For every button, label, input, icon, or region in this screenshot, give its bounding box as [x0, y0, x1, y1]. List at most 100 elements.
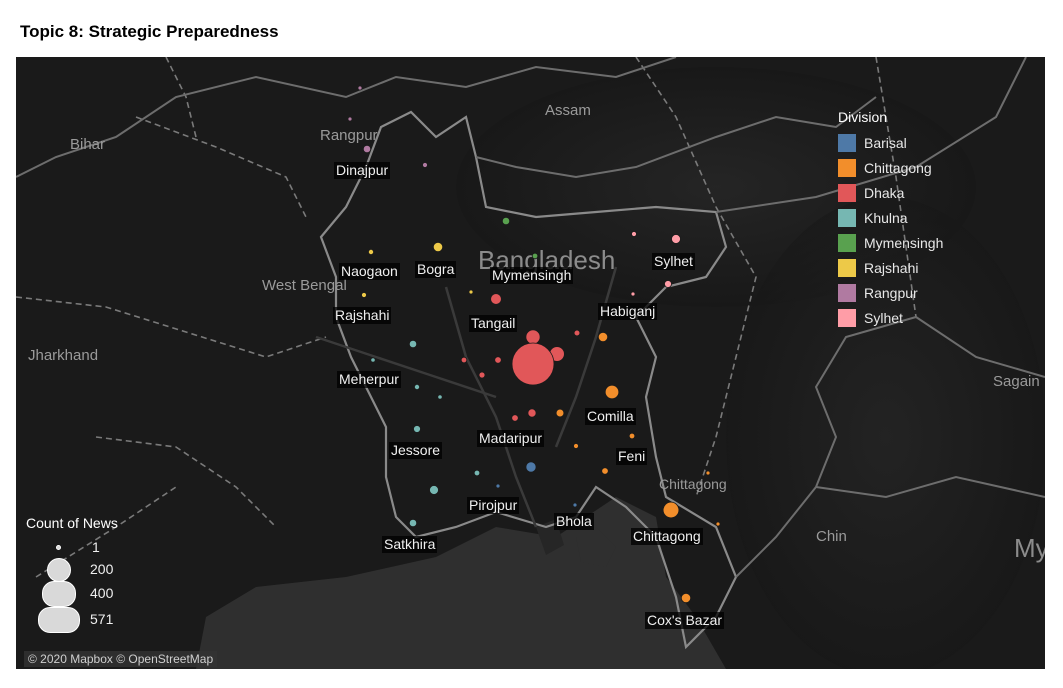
news-point-rajshahi[interactable] — [367, 248, 374, 255]
news-point-rangpur[interactable] — [422, 162, 428, 168]
legend-label: Sylhet — [864, 309, 903, 326]
news-point-khulna[interactable] — [370, 357, 376, 363]
news-point-sylhet[interactable] — [630, 291, 636, 297]
news-point-chittagong[interactable] — [573, 443, 579, 449]
legend-label: Barisal — [864, 134, 907, 151]
size-legend-circle — [38, 607, 80, 633]
city-label: Mymensingh — [490, 267, 574, 284]
news-point-barisal[interactable] — [572, 502, 578, 508]
city-label: Sylhet — [652, 253, 695, 270]
legend-item-barisal[interactable]: Barisal — [838, 130, 998, 155]
legend-swatch — [838, 233, 856, 252]
city-label: Comilla — [585, 408, 636, 425]
legend-swatch — [838, 133, 856, 152]
page-title: Topic 8: Strategic Preparedness — [20, 22, 279, 41]
news-point-khulna[interactable] — [473, 469, 481, 477]
news-point-rajshahi[interactable] — [361, 292, 367, 298]
news-point-rajshahi[interactable] — [432, 241, 444, 253]
news-point-chittagong[interactable] — [601, 467, 609, 475]
news-point-dhaka[interactable] — [494, 356, 502, 364]
size-legend-circle — [47, 558, 71, 582]
news-point-khulna[interactable] — [413, 383, 420, 390]
size-legend-title: Count of News — [26, 515, 118, 531]
news-point-rangpur[interactable] — [347, 116, 353, 122]
city-label: Chittagong — [631, 528, 703, 545]
legend-title: Division — [838, 109, 888, 125]
city-label: Habiganj — [598, 303, 658, 320]
city-label: Rajshahi — [333, 307, 392, 324]
legend-item-rangpur[interactable]: Rangpur — [838, 280, 998, 305]
legend-swatch — [838, 308, 856, 327]
legend-item-dhaka[interactable]: Dhaka — [838, 180, 998, 205]
news-point-barisal[interactable] — [495, 483, 501, 489]
news-point-dhaka[interactable] — [527, 408, 537, 418]
legend-label: Rangpur — [864, 284, 918, 301]
legend-swatch — [838, 183, 856, 202]
news-point-khulna[interactable] — [437, 394, 443, 400]
news-point-mymensingh[interactable] — [531, 252, 539, 260]
news-point-sylhet[interactable] — [671, 234, 681, 244]
news-point-chittagong[interactable] — [604, 384, 620, 400]
news-point-barisal[interactable] — [525, 461, 537, 473]
news-point-sylhet[interactable] — [664, 280, 672, 288]
map-canvas[interactable]: Bihar Assam West Bengal Jharkhand Chin S… — [16, 57, 1045, 669]
size-legend-circle — [42, 581, 76, 607]
size-legend-value: 571 — [90, 611, 114, 627]
city-label: Satkhira — [382, 536, 438, 553]
legend-swatch — [838, 258, 856, 277]
news-point-rangpur[interactable] — [357, 85, 363, 91]
news-point-chittagong[interactable] — [628, 432, 636, 440]
city-label: Chittagong — [659, 476, 727, 492]
division-legend: Division Barisal Chittagong Dhaka Khulna Mym… — [838, 109, 998, 330]
news-point-chittagong[interactable] — [662, 501, 680, 519]
news-point-chittagong[interactable] — [680, 592, 692, 604]
news-point-chittagong[interactable] — [715, 521, 721, 527]
news-point-dhaka[interactable] — [573, 329, 581, 337]
legend-item-khulna[interactable]: Khulna — [838, 205, 998, 230]
region-label: Assam — [545, 102, 591, 119]
city-label: Rangpur — [320, 127, 378, 144]
legend-item-chittagong[interactable]: Chittagong — [838, 155, 998, 180]
legend-swatch — [838, 283, 856, 302]
legend-label: Mymensingh — [864, 234, 944, 251]
region-label: Jharkhand — [28, 347, 99, 364]
news-point-rajshahi[interactable] — [468, 289, 474, 295]
city-label: Jessore — [389, 442, 443, 459]
news-point-dhaka[interactable] — [511, 414, 519, 422]
legend-label: Dhaka — [864, 184, 905, 201]
legend-label: Khulna — [864, 209, 908, 226]
news-point-dhaka[interactable] — [478, 371, 486, 379]
news-point-dhaka[interactable] — [525, 329, 541, 345]
legend-label: Chittagong — [864, 159, 932, 176]
region-label: Sagain — [993, 373, 1040, 390]
size-legend-value: 1 — [92, 539, 100, 555]
map-attribution[interactable]: © 2020 Mapbox © OpenStreetMap — [24, 651, 218, 667]
size-legend-value: 200 — [90, 561, 114, 577]
news-point-khulna[interactable] — [413, 425, 421, 433]
city-label: Feni — [616, 448, 648, 465]
legend-swatch — [838, 208, 856, 227]
news-point-chittagong[interactable] — [705, 470, 711, 476]
news-point-dhaka[interactable] — [490, 293, 502, 305]
region-label: Chin — [816, 528, 847, 545]
news-point-sylhet[interactable] — [631, 231, 637, 237]
city-label: Pirojpur — [467, 497, 520, 514]
city-label: Bogra — [415, 261, 457, 278]
legend-item-sylhet[interactable]: Sylhet — [838, 305, 998, 330]
news-point-khulna[interactable] — [408, 339, 418, 349]
news-point-chittagong[interactable] — [555, 408, 565, 418]
news-point-mymensingh[interactable] — [501, 216, 511, 226]
news-point-dhaka[interactable] — [460, 356, 468, 364]
news-point-chittagong[interactable] — [597, 331, 609, 343]
legend-item-mymensingh[interactable]: Mymensingh — [838, 230, 998, 255]
size-legend: Count of News 1 200 400 571 — [26, 515, 156, 635]
legend-item-rajshahi[interactable]: Rajshahi — [838, 255, 998, 280]
news-point-khulna[interactable] — [429, 485, 439, 495]
news-point-rangpur[interactable] — [362, 144, 372, 154]
points-layer — [347, 85, 721, 604]
city-label: Bhola — [554, 513, 594, 530]
city-label: Madaripur — [477, 430, 545, 447]
news-point-khulna[interactable] — [408, 518, 418, 528]
region-label: My — [1014, 533, 1045, 563]
news-point-dhaka[interactable] — [511, 342, 555, 386]
